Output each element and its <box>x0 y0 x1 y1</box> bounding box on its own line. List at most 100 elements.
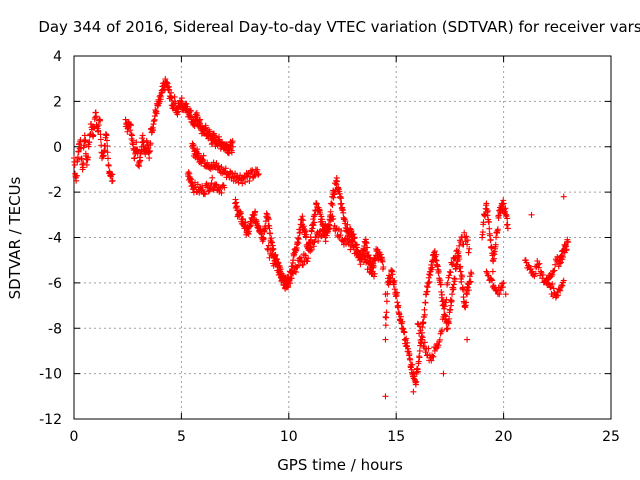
data-point <box>483 200 490 207</box>
data-point <box>557 259 564 266</box>
data-point <box>451 255 458 262</box>
data-point <box>389 271 396 278</box>
data-point <box>487 236 494 243</box>
data-point <box>84 154 91 161</box>
data-point <box>103 137 110 144</box>
data-point <box>127 127 134 134</box>
x-tick-label: 15 <box>387 429 405 445</box>
data-point <box>440 370 447 377</box>
data-point <box>489 268 496 275</box>
data-point <box>423 283 430 290</box>
data-point <box>73 172 80 179</box>
data-point <box>210 159 217 166</box>
data-point <box>446 268 453 275</box>
data-point <box>416 323 423 330</box>
data-point <box>254 166 261 173</box>
data-point <box>218 164 225 171</box>
data-point <box>239 216 246 223</box>
data-point <box>237 172 244 179</box>
data-point <box>300 251 307 258</box>
data-point <box>299 213 306 220</box>
data-point <box>480 219 487 226</box>
data-point <box>523 259 530 266</box>
data-point <box>266 225 273 232</box>
data-point <box>553 292 560 299</box>
data-point <box>463 233 470 240</box>
data-point <box>415 358 422 365</box>
data-point <box>479 229 486 236</box>
data-point <box>204 182 211 189</box>
data-point <box>139 132 146 139</box>
data-point <box>265 214 272 221</box>
data-point <box>191 184 198 191</box>
y-tick-label: -8 <box>48 321 62 337</box>
chart-title: Day 344 of 2016, Sidereal Day-to-day VTE… <box>38 18 640 36</box>
data-point <box>109 171 116 178</box>
data-point <box>459 273 466 280</box>
data-point <box>207 183 214 190</box>
data-point <box>377 251 384 258</box>
data-point <box>560 253 567 260</box>
data-point <box>410 388 417 395</box>
data-point <box>431 248 438 255</box>
data-point <box>363 240 370 247</box>
data-point <box>404 339 411 346</box>
data-point <box>446 272 453 279</box>
data-point <box>391 277 398 284</box>
data-point <box>82 137 89 144</box>
data-point <box>380 263 387 270</box>
data-point <box>397 313 404 320</box>
data-point <box>403 335 410 342</box>
data-point <box>291 268 298 275</box>
data-point <box>549 281 556 288</box>
data-point <box>75 148 82 155</box>
data-point <box>393 289 400 296</box>
data-point <box>316 228 323 235</box>
data-point <box>228 149 235 156</box>
data-point <box>555 263 562 270</box>
data-point <box>264 245 271 252</box>
data-point <box>187 113 194 120</box>
data-point <box>435 342 442 349</box>
data-point <box>330 194 337 201</box>
data-point <box>550 285 557 292</box>
data-point <box>175 108 182 115</box>
data-point <box>532 270 539 277</box>
data-point <box>463 299 470 306</box>
data-point <box>297 254 304 261</box>
data-point <box>433 345 440 352</box>
data-point <box>465 287 472 294</box>
data-point <box>292 269 299 276</box>
data-point <box>93 113 100 120</box>
y-tick-labels: -12 -10 -8 -6 -4 -2 0 2 4 <box>39 49 62 428</box>
data-point <box>308 246 315 253</box>
data-point <box>555 292 562 299</box>
x-axis-label: GPS time / hours <box>277 456 403 474</box>
data-point <box>348 227 355 234</box>
data-point <box>330 215 337 222</box>
data-point <box>440 313 447 320</box>
data-point <box>190 142 197 149</box>
data-point <box>285 284 292 291</box>
data-point <box>430 353 437 360</box>
data-point <box>323 232 330 239</box>
data-point <box>267 230 274 237</box>
data-point <box>318 213 325 220</box>
data-point <box>311 219 318 226</box>
data-point <box>327 208 334 215</box>
data-point <box>433 251 440 258</box>
data-point <box>484 207 491 214</box>
data-point <box>342 218 349 225</box>
data-point <box>437 281 444 288</box>
data-point <box>527 265 534 272</box>
data-point <box>493 287 500 294</box>
data-point <box>528 211 535 218</box>
data-point <box>282 277 289 284</box>
data-point <box>194 112 201 119</box>
data-point <box>77 136 84 143</box>
data-point <box>328 200 335 207</box>
data-point <box>265 242 272 249</box>
data-point <box>209 174 216 181</box>
data-point <box>444 279 451 286</box>
data-point <box>407 356 414 363</box>
